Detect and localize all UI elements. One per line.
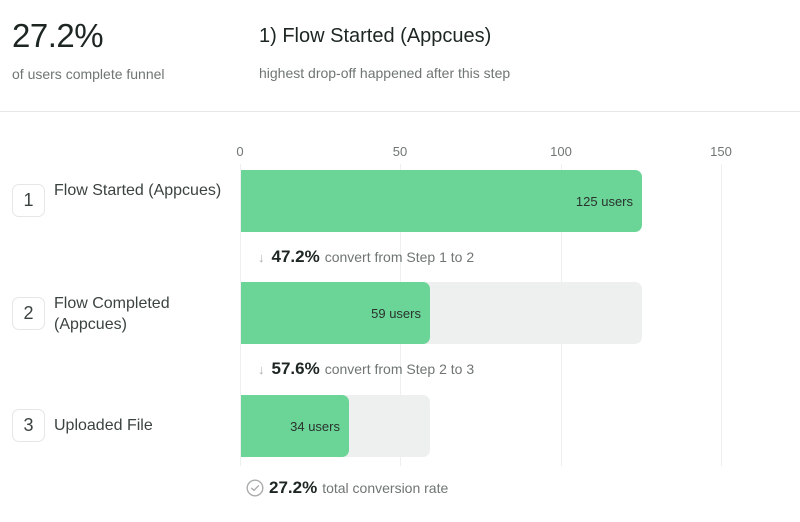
axis-tick-50: 50: [392, 144, 408, 159]
total-conversion: 27.2% total conversion rate: [246, 478, 448, 498]
total-conversion-percentage: 27.2%: [269, 478, 318, 497]
step-number-badge: 2: [12, 297, 45, 330]
step-users-label: 125 users: [575, 193, 633, 209]
completion-label: of users complete funnel: [12, 66, 165, 82]
arrow-down-icon: ↓: [258, 362, 265, 377]
dropoff-label: highest drop-off happened after this ste…: [259, 65, 511, 81]
step-users-label: 59 users: [371, 305, 421, 321]
step-number-badge: 1: [12, 184, 45, 217]
step-name: Uploaded File: [54, 417, 153, 434]
step-name: Flow Started (Appcues): [54, 182, 222, 199]
step-number-badge: 3: [12, 409, 45, 442]
step-bar[interactable]: 125 users: [241, 170, 642, 232]
check-circle-icon: [246, 479, 264, 497]
step-bar[interactable]: 59 users: [241, 282, 430, 344]
gridline-0: [240, 164, 241, 466]
axis-tick-0: 0: [236, 144, 244, 159]
conversion-percentage: 57.6%: [271, 359, 320, 378]
step-name: Flow Completed (Appcues): [54, 295, 170, 333]
conversion-step-1-to-2: ↓ 47.2% convert from Step 1 to 2: [258, 247, 474, 267]
dropoff-step-title: 1) Flow Started (Appcues): [259, 25, 492, 47]
gridline-150: [721, 164, 722, 466]
funnel-summary: 27.2% of users complete funnel 1) Flow S…: [0, 0, 800, 112]
conversion-label: convert from Step 1 to 2: [324, 249, 475, 265]
axis-tick-150: 150: [710, 144, 732, 159]
completion-kpi: 27.2% of users complete funnel: [12, 16, 165, 82]
conversion-percentage: 47.2%: [271, 247, 320, 266]
arrow-down-icon: ↓: [258, 250, 265, 265]
conversion-label: convert from Step 2 to 3: [324, 361, 475, 377]
step-bar[interactable]: 34 users: [241, 395, 349, 457]
total-conversion-label: total conversion rate: [322, 480, 449, 496]
dropoff-kpi: 1) Flow Started (Appcues) highest drop-o…: [259, 22, 510, 81]
conversion-step-2-to-3: ↓ 57.6% convert from Step 2 to 3: [258, 359, 474, 379]
axis-tick-100: 100: [550, 144, 572, 159]
step-users-label: 34 users: [290, 418, 340, 434]
completion-percentage: 27.2%: [12, 17, 104, 54]
